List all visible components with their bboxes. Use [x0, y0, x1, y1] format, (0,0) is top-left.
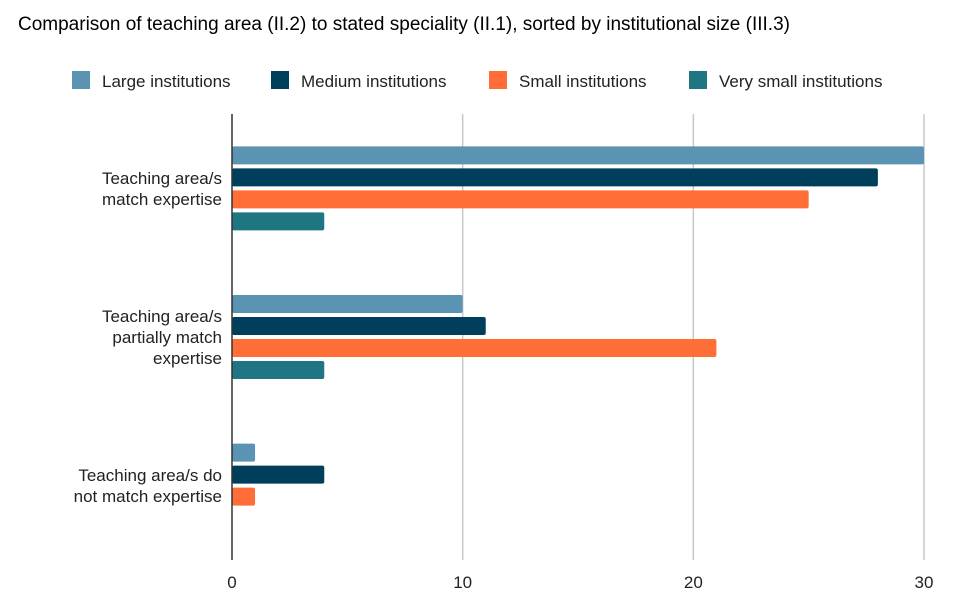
bar [232, 317, 486, 335]
legend-swatch [489, 71, 507, 89]
bar [232, 295, 463, 313]
legend-swatch [271, 71, 289, 89]
bar [232, 487, 256, 506]
legend-label: Small institutions [519, 72, 647, 91]
legend-swatch [72, 71, 90, 89]
category-label: Teaching area/s partially match expertise [102, 307, 222, 368]
category-label: Teaching area/s do not match expertise [74, 466, 222, 506]
bar [232, 339, 717, 357]
bar [232, 465, 325, 484]
category-label: Teaching area/s match expertise [102, 169, 222, 209]
legend-swatch [689, 71, 707, 89]
category-label-line: match expertise [102, 190, 222, 209]
category-label-line: Teaching area/s [102, 169, 222, 188]
bar [232, 168, 878, 187]
legend-label: Medium institutions [301, 72, 447, 91]
bar [232, 212, 325, 231]
legend: Large institutions Medium institutions Sma… [72, 71, 882, 91]
category-label-line: partially match [112, 328, 222, 347]
chart-title: Comparison of teaching area (II.2) to st… [18, 14, 790, 35]
x-tick-label: 10 [453, 573, 472, 592]
legend-label: Large institutions [102, 72, 231, 91]
bar [232, 146, 924, 165]
category-label-line: not match expertise [74, 487, 222, 506]
x-tick-label: 20 [684, 573, 703, 592]
gridlines [461, 114, 925, 560]
category-label-line: Teaching area/s do [78, 466, 222, 485]
bar [232, 443, 256, 462]
bar [232, 190, 809, 209]
category-label-line: expertise [153, 349, 222, 368]
x-tick-label: 0 [227, 573, 236, 592]
x-tick-label: 30 [915, 573, 934, 592]
legend-label: Very small institutions [719, 72, 882, 91]
category-label-line: Teaching area/s [102, 307, 222, 326]
bar [232, 361, 325, 379]
bars [232, 146, 924, 506]
